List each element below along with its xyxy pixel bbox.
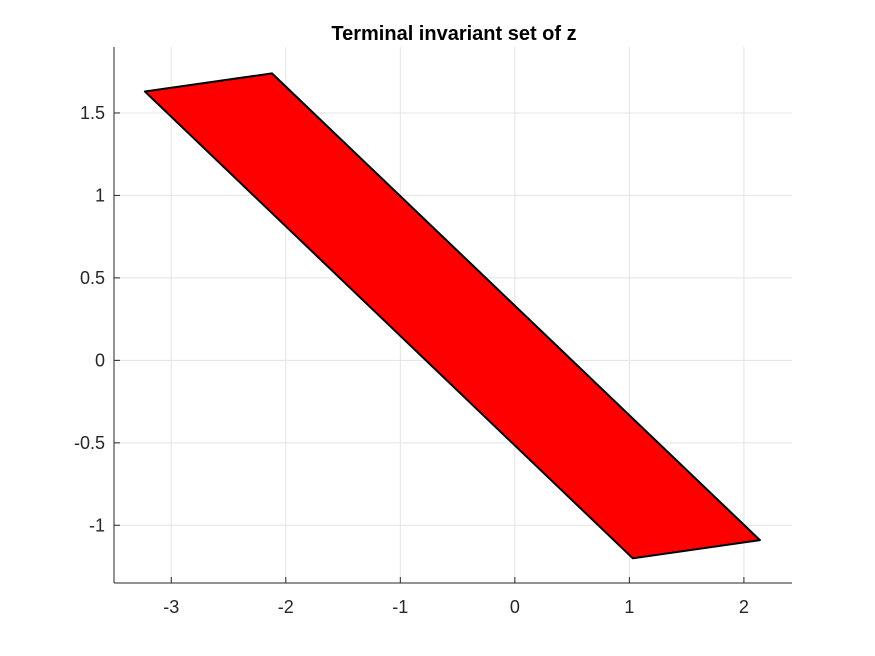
plot-area	[143, 72, 761, 560]
x-tick-label: 0	[510, 597, 520, 617]
x-tick-label: -1	[392, 597, 408, 617]
x-tick-label: -2	[278, 597, 294, 617]
x-tick-label: 2	[739, 597, 749, 617]
y-tick-label: -1	[89, 515, 105, 535]
y-tick-label: 1.5	[80, 103, 105, 123]
x-tick-label: 1	[624, 597, 634, 617]
invariant-set-polygon	[143, 72, 761, 560]
x-axis: -3 -2 -1 0 1 2	[163, 577, 749, 617]
x-tick-label: -3	[163, 597, 179, 617]
chart-title: Terminal invariant set of z	[331, 23, 576, 45]
y-axis: -1 -0.5 0 0.5 1 1.5	[74, 103, 120, 535]
y-tick-label: 0.5	[80, 268, 105, 288]
y-tick-label: -0.5	[74, 433, 105, 453]
y-tick-label: 1	[95, 185, 105, 205]
axes	[113, 47, 792, 584]
y-tick-label: 0	[95, 350, 105, 370]
